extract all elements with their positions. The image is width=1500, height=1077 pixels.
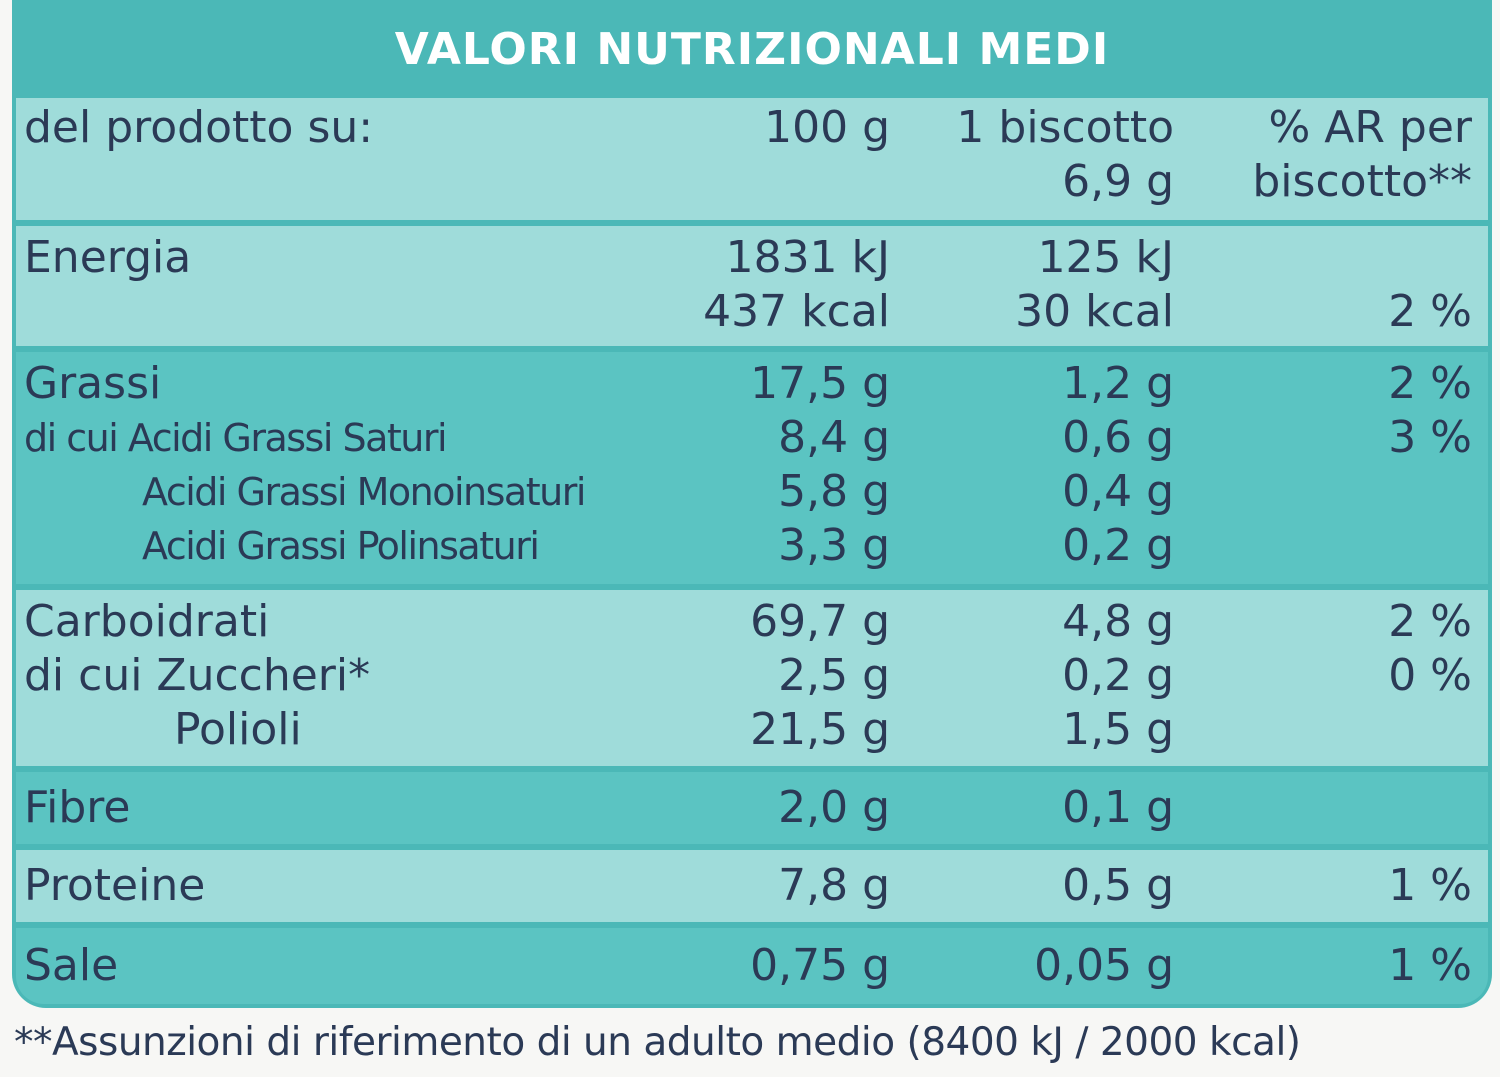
row-energia: Energia 1831 kJ 437 kcal 125 kJ 30 kcal … [16, 226, 1488, 346]
row-carboidrati: Carboidrati 69,7 g 4,8 g 2 % di cui Zucc… [16, 590, 1488, 766]
energia-kj-100g: 1831 kJ [725, 232, 890, 283]
energia-kj-biscotto: 125 kJ [1037, 232, 1174, 283]
sale-100g: 0,75 g [750, 940, 890, 991]
row-grassi: Grassi 17,5 g 1,2 g 2 % di cui Acidi Gra… [16, 352, 1488, 584]
row-sale: Sale 0,75 g 0,05 g 1 % [16, 928, 1488, 1004]
carboidrati-label: Carboidrati [24, 596, 270, 647]
polioli-label: Polioli [174, 704, 302, 755]
polioli-biscotto: 1,5 g [1062, 704, 1174, 755]
energia-kcal-biscotto: 30 kcal [1015, 286, 1174, 337]
proteine-biscotto: 0,5 g [1062, 860, 1174, 911]
table-title: VALORI NUTRIZIONALI MEDI [394, 23, 1110, 75]
row-fibre: Fibre 2,0 g 0,1 g [16, 772, 1488, 844]
sale-ar: 1 % [1388, 940, 1472, 991]
header-col-biscotto: 1 biscotto [956, 102, 1174, 153]
proteine-label: Proteine [24, 860, 206, 911]
polioli-100g: 21,5 g [750, 704, 890, 755]
grassi-biscotto: 1,2 g [1062, 358, 1174, 409]
zuccheri-100g: 2,5 g [778, 650, 890, 701]
sale-label: Sale [24, 940, 119, 991]
carboidrati-biscotto: 4,8 g [1062, 596, 1174, 647]
energia-label: Energia [24, 232, 192, 283]
zuccheri-biscotto: 0,2 g [1062, 650, 1174, 701]
carboidrati-100g: 69,7 g [750, 596, 890, 647]
proteine-100g: 7,8 g [778, 860, 890, 911]
carboidrati-ar: 2 % [1388, 596, 1472, 647]
energia-kcal-100g: 437 kcal [703, 286, 890, 337]
grassi-100g: 17,5 g [750, 358, 890, 409]
header-col-ar-sub: biscotto** [1252, 156, 1472, 207]
sale-biscotto: 0,05 g [1034, 940, 1174, 991]
header-label: del prodotto su: [24, 102, 374, 153]
poli-100g: 3,3 g [778, 520, 890, 571]
fibre-100g: 2,0 g [778, 782, 890, 833]
saturi-ar: 3 % [1388, 412, 1472, 463]
poli-label: Acidi Grassi Polinsaturi [142, 524, 540, 568]
fibre-biscotto: 0,1 g [1062, 782, 1174, 833]
header-col-100g: 100 g [764, 102, 890, 153]
zuccheri-label: di cui Zuccheri* [24, 650, 371, 701]
poli-biscotto: 0,2 g [1062, 520, 1174, 571]
header-row: del prodotto su: 100 g 1 biscotto 6,9 g … [16, 98, 1488, 220]
saturi-label: di cui Acidi Grassi Saturi [24, 416, 448, 460]
proteine-ar: 1 % [1388, 860, 1472, 911]
footnote: **Assunzioni di riferimento di un adulto… [14, 1020, 1301, 1065]
header-col-ar: % AR per [1268, 102, 1472, 153]
grassi-ar: 2 % [1388, 358, 1472, 409]
fibre-label: Fibre [24, 782, 131, 833]
mono-100g: 5,8 g [778, 466, 890, 517]
energia-ar: 2 % [1388, 286, 1472, 337]
mono-biscotto: 0,4 g [1062, 466, 1174, 517]
nutrition-table-card: VALORI NUTRIZIONALI MEDI del prodotto su… [12, 0, 1492, 1008]
header-col-biscotto-weight: 6,9 g [1062, 156, 1174, 207]
mono-label: Acidi Grassi Monoinsaturi [142, 470, 586, 514]
row-proteine: Proteine 7,8 g 0,5 g 1 % [16, 850, 1488, 922]
grassi-label: Grassi [24, 358, 162, 409]
zuccheri-ar: 0 % [1388, 650, 1472, 701]
saturi-biscotto: 0,6 g [1062, 412, 1174, 463]
saturi-100g: 8,4 g [778, 412, 890, 463]
